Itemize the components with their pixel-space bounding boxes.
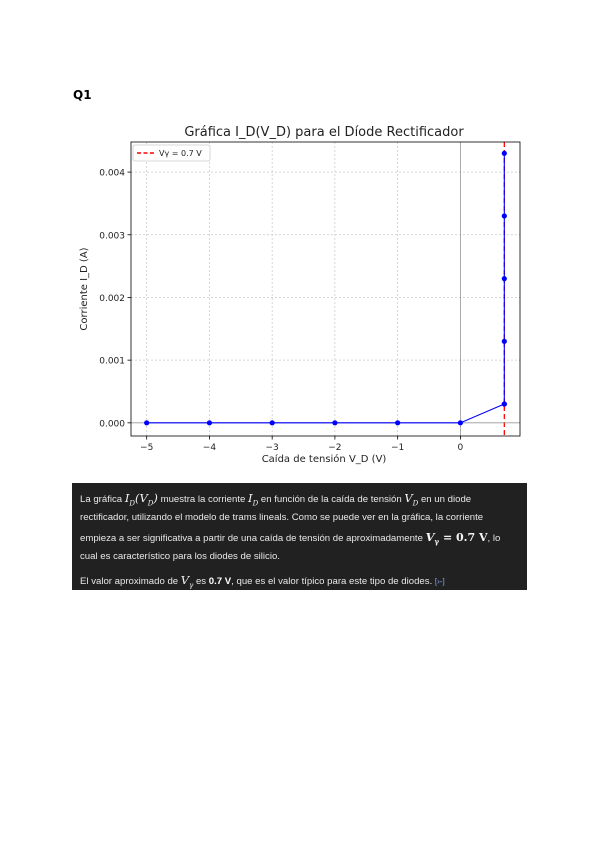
legend-label: Vγ = 0.7 V [159, 149, 202, 158]
reference-lines [131, 142, 520, 436]
data-point [501, 213, 507, 219]
bold-value: 0.7 V [208, 575, 232, 587]
data-point [144, 420, 150, 426]
explanation-paragraph-1: La gráfica ID(VD) muestra la corriente I… [80, 491, 501, 563]
data-point [457, 420, 463, 426]
data-point [395, 420, 401, 426]
legend-box [132, 144, 211, 162]
data-series [146, 153, 505, 424]
x-tick-label: −2 [328, 443, 341, 453]
data-point [501, 338, 507, 344]
data-point [501, 276, 507, 282]
explanation-paragraph-2: El valor aproximado de Vγ es 0.7 V, que … [80, 572, 445, 589]
math-id-of-vd: ID(VD) [124, 491, 158, 508]
chart: Gráfica I_D(V_D) para el Díode Rectifica… [79, 125, 521, 465]
source-link[interactable]: [›-] [434, 576, 445, 586]
x-tick-label: 0 [458, 443, 464, 453]
y-tick-label: 0.004 [99, 169, 125, 179]
y-tick-label: 0.003 [99, 231, 125, 241]
explanation-panel: La gráfica ID(VD) muestra la corriente I… [72, 483, 527, 590]
data-point [501, 150, 507, 156]
data-point [206, 420, 213, 426]
data-point [332, 420, 338, 426]
plot-frame [130, 141, 521, 437]
x-tick-label: −3 [266, 443, 279, 453]
axis-ticks: −5 −4 −3 −2 −1 0 0.000 0.001 0.002 0.003 0.004 [99, 169, 463, 453]
legend: Vγ = 0.7 V [132, 144, 211, 162]
x-tick-label: −4 [203, 443, 217, 453]
series-line-1 [146, 403, 505, 424]
x-tick-label: −5 [140, 443, 153, 453]
y-tick-label: 0.002 [99, 294, 125, 304]
x-tick-label: −1 [391, 443, 404, 453]
data-points [144, 150, 507, 426]
data-point [269, 420, 275, 426]
question-label: Q1 [73, 88, 92, 102]
math-vgamma: Vγ [180, 572, 194, 589]
x-axis-label: Caída de tensión V_D (V) [262, 453, 387, 465]
y-tick-label: 0.000 [99, 419, 125, 429]
math-vgamma-value: Vγ = 0.7 V [425, 529, 488, 546]
grid [131, 142, 520, 436]
math-id: ID [248, 491, 259, 508]
y-axis-label: Corriente I_D (A) [79, 247, 90, 330]
y-tick-label: 0.001 [99, 357, 125, 367]
chart-title: Gráfica I_D(V_D) para el Díode Rectifica… [184, 125, 464, 140]
data-point [501, 401, 507, 407]
math-vd: VD [404, 491, 419, 508]
